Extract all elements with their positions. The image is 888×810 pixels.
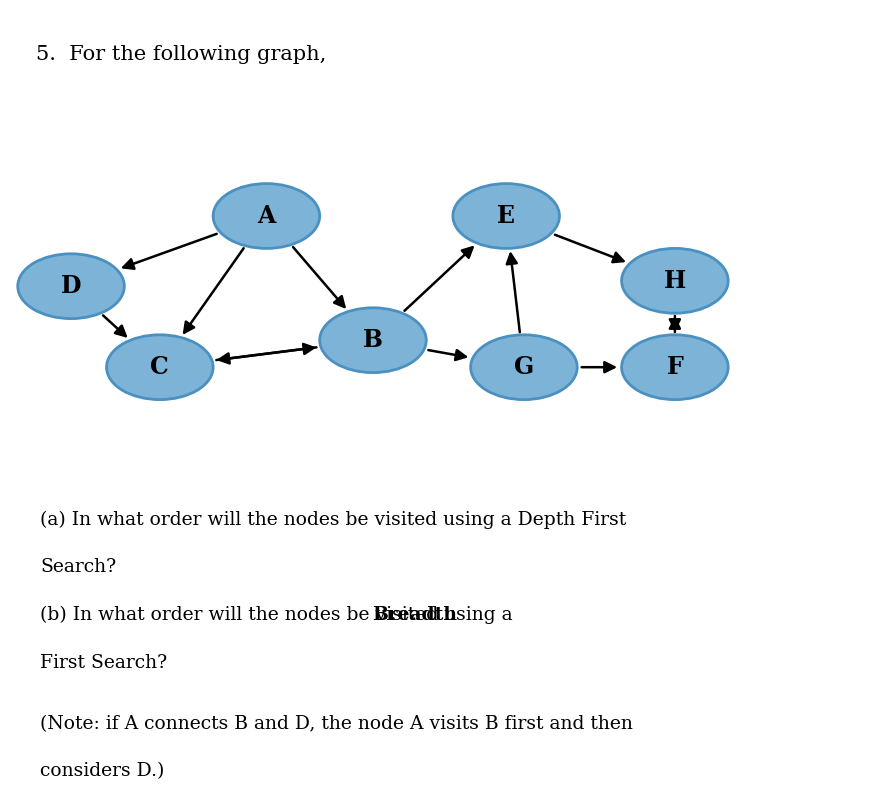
Text: H: H	[663, 269, 686, 292]
Circle shape	[107, 335, 213, 399]
Circle shape	[18, 254, 124, 318]
Circle shape	[471, 335, 577, 399]
Text: (Note: if A connects B and D, the node A visits B first and then: (Note: if A connects B and D, the node A…	[40, 714, 633, 733]
Text: considers D.): considers D.)	[40, 762, 164, 780]
Circle shape	[320, 308, 426, 373]
Circle shape	[453, 184, 559, 249]
Text: A: A	[258, 204, 275, 228]
Text: B: B	[363, 328, 383, 352]
Text: Breadth: Breadth	[372, 606, 457, 624]
Circle shape	[213, 184, 320, 249]
Text: C: C	[150, 356, 170, 379]
Circle shape	[622, 249, 728, 313]
Text: G: G	[514, 356, 534, 379]
Text: F: F	[666, 356, 684, 379]
Text: First Search?: First Search?	[40, 654, 167, 671]
Text: E: E	[497, 204, 515, 228]
Text: Search?: Search?	[40, 558, 116, 576]
Circle shape	[622, 335, 728, 399]
Text: (a) In what order will the nodes be visited using a Depth First: (a) In what order will the nodes be visi…	[40, 510, 626, 529]
Text: 5.  For the following graph,: 5. For the following graph,	[36, 45, 326, 63]
Text: D: D	[60, 275, 82, 298]
Text: (b) In what order will the nodes be visited using a: (b) In what order will the nodes be visi…	[40, 606, 519, 625]
